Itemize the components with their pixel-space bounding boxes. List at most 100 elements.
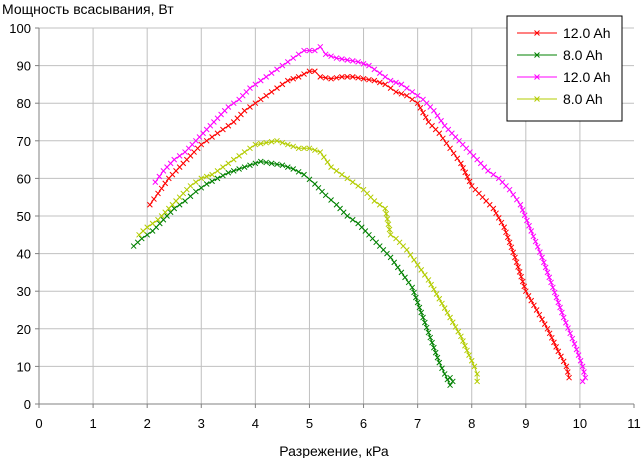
data-point [247, 162, 253, 169]
data-point [295, 74, 302, 80]
data-point [268, 70, 275, 76]
data-point [539, 254, 545, 261]
data-point [579, 363, 586, 370]
data-point-marker [312, 147, 318, 154]
data-point-marker [230, 168, 237, 174]
data-point [230, 156, 237, 163]
y-axis-ticks: 0 10 20 30 40 50 60 70 80 90 100 [9, 21, 39, 412]
legend-item: 12.0 Ah [517, 69, 611, 85]
data-point [328, 75, 334, 82]
data-point-marker [431, 286, 437, 293]
data-point-marker [151, 196, 157, 202]
data-point-marker [290, 143, 297, 150]
data-point-marker [434, 112, 441, 119]
series-2 [130, 158, 456, 389]
data-point-marker [355, 183, 361, 189]
data-point [317, 74, 324, 80]
data-point-marker [439, 365, 445, 372]
legend-marker [534, 52, 540, 58]
data-point [147, 201, 153, 208]
data-point-marker [409, 96, 416, 103]
y-tick-label: 60 [17, 171, 31, 186]
data-point-marker [427, 334, 434, 341]
y-tick-label: 20 [17, 322, 31, 337]
data-point-marker [542, 264, 549, 271]
data-point-marker [284, 58, 291, 65]
data-point [274, 85, 280, 92]
data-point [371, 198, 378, 204]
data-point-marker [220, 172, 226, 179]
data-point-marker [333, 168, 340, 174]
data-point [441, 371, 448, 377]
data-point [409, 284, 416, 291]
data-point [447, 382, 453, 389]
legend-item: 12.0 Ah [517, 25, 611, 41]
legend-marker [534, 74, 540, 80]
data-point-marker [405, 279, 412, 286]
data-point [301, 171, 307, 178]
y-tick-label: 70 [17, 134, 31, 149]
data-point [225, 104, 232, 110]
data-point [290, 55, 297, 61]
data-point-marker [521, 212, 528, 219]
data-point [431, 344, 437, 351]
data-point-marker [322, 74, 329, 81]
data-point-marker [344, 74, 351, 80]
data-point-marker [530, 233, 537, 240]
data-point-marker [519, 278, 526, 285]
data-point-marker [394, 264, 401, 271]
data-point-marker [526, 222, 532, 229]
data-point [257, 77, 264, 84]
x-tick-label: 7 [414, 416, 421, 431]
data-point [555, 348, 562, 355]
data-point [339, 74, 345, 80]
data-point-marker [203, 173, 210, 180]
data-point [274, 137, 280, 144]
data-point [220, 164, 226, 170]
data-point-marker [360, 60, 367, 67]
data-point-marker [503, 229, 509, 236]
data-point-marker [402, 274, 408, 281]
data-point [420, 314, 426, 321]
data-point [425, 329, 432, 336]
data-point [414, 100, 421, 107]
data-point [403, 246, 410, 253]
data-point-marker [569, 335, 576, 342]
data-point [387, 231, 394, 238]
data-point-marker [149, 220, 156, 227]
data-point [512, 254, 518, 261]
x-axis-ticks: 0 1 2 3 4 5 6 7 8 9 10 11 [35, 404, 641, 431]
data-point [312, 68, 318, 75]
data-point [317, 149, 324, 155]
data-point [414, 299, 421, 306]
data-point-marker [324, 159, 331, 165]
data-point-marker [416, 304, 423, 311]
data-point [344, 57, 351, 63]
data-point-marker [515, 264, 521, 270]
data-point-marker [577, 357, 584, 364]
data-point [366, 62, 372, 69]
data-point [241, 149, 248, 155]
data-point-marker [414, 92, 421, 99]
y-axis-title: Мощность всасывания, Вт [2, 1, 174, 17]
data-point [252, 141, 259, 148]
data-point-marker [546, 330, 553, 337]
data-point-marker [534, 243, 541, 250]
data-point-marker [557, 304, 563, 311]
data-point-marker [411, 289, 417, 296]
data-point-marker [558, 353, 564, 360]
data-point-marker [519, 207, 526, 213]
data-point-marker [525, 293, 532, 299]
data-point-marker [544, 269, 551, 276]
data-point-marker [417, 105, 424, 111]
data-point [339, 171, 345, 178]
data-point-marker [551, 339, 557, 346]
data-point [436, 359, 443, 366]
data-point-marker [524, 217, 530, 224]
series-4 [136, 137, 480, 385]
data-point-marker [562, 319, 569, 326]
data-point-marker [386, 226, 393, 233]
data-point-marker [236, 152, 242, 159]
data-point [447, 314, 453, 321]
